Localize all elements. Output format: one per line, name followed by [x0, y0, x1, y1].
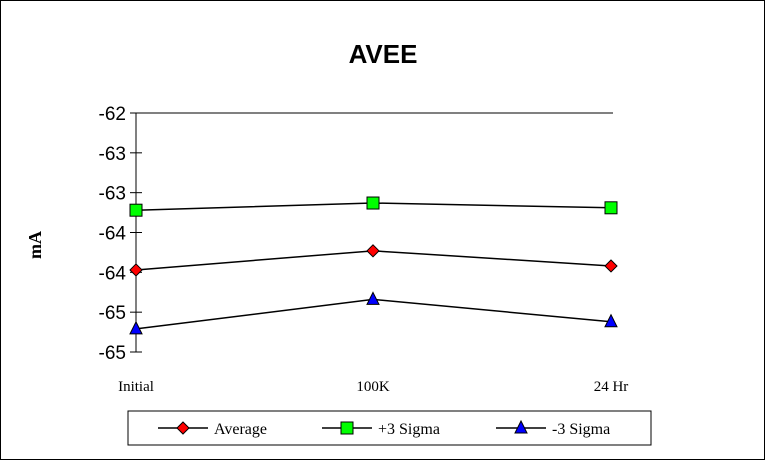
- series-layer: [129, 196, 618, 335]
- legend: Average +3 Sigma -3 Sigma: [127, 410, 652, 446]
- x-tick-label: 24 Hr: [594, 379, 629, 395]
- y-axis-label: mA: [25, 231, 45, 259]
- data-point: [604, 313, 618, 328]
- data-point: [129, 320, 143, 335]
- data-point: [604, 259, 618, 273]
- data-point: [129, 203, 143, 217]
- y-tick-label: -64: [99, 224, 127, 245]
- data-point: [129, 263, 143, 277]
- legend-label: -3 Sigma: [552, 421, 610, 438]
- legend-marker: [340, 421, 354, 435]
- y-tick-label: -65: [99, 303, 126, 324]
- y-tick-label: -62: [99, 104, 126, 125]
- data-point: [366, 244, 380, 258]
- y-tick-label: -64: [99, 263, 127, 284]
- data-point: [604, 201, 618, 215]
- x-tick-label: 100K: [356, 379, 390, 395]
- x-tick-label: Initial: [118, 379, 154, 395]
- data-point: [366, 196, 380, 210]
- legend-box: [127, 410, 652, 446]
- data-point: [366, 291, 380, 305]
- chart-title: AVEE: [349, 39, 418, 69]
- legend-marker: [176, 421, 190, 435]
- y-tick-label: -65: [99, 343, 126, 364]
- axes: -62 -63 -63 -64 -64 -65 -65 Initial 100K 24 Hr: [99, 104, 629, 395]
- legend-label: Average: [214, 421, 267, 438]
- legend-label: +3 Sigma: [378, 421, 440, 438]
- y-tick-label: -63: [99, 184, 126, 205]
- y-tick-label: -63: [99, 144, 126, 165]
- legend-marker: [514, 419, 528, 434]
